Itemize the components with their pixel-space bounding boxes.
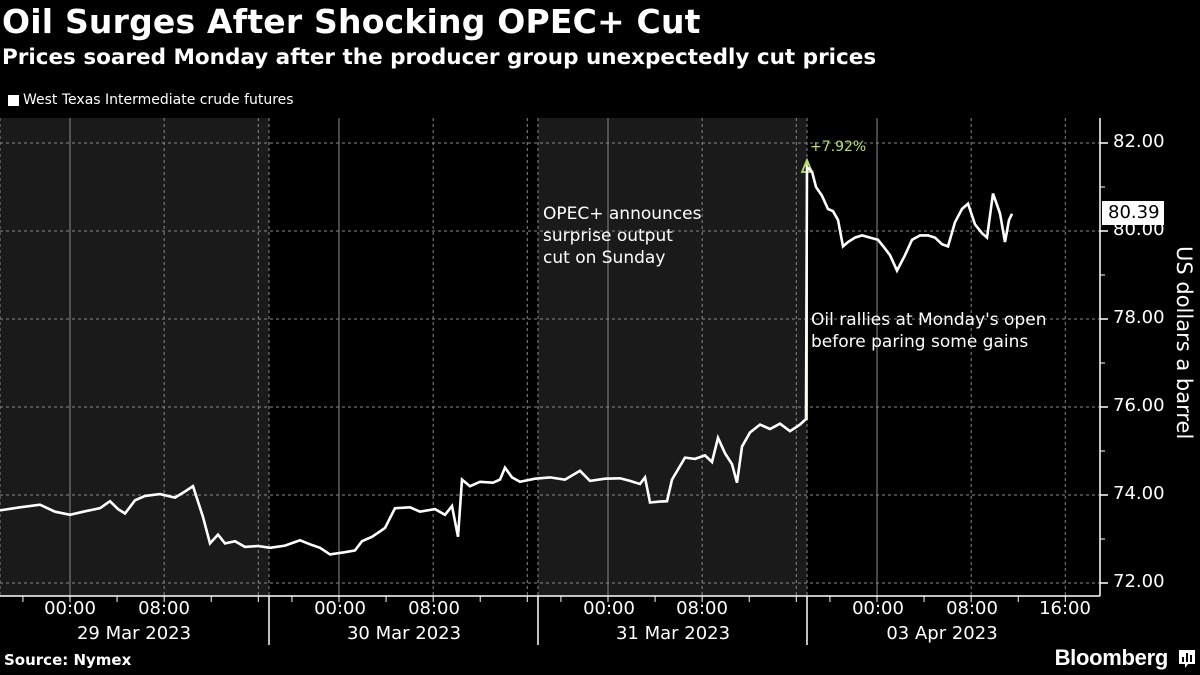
last-value-label: 80.39 [1102,201,1164,225]
y-tick-label: 74.00 [1113,483,1165,504]
legend: West Texas Intermediate crude futures [8,92,294,108]
x-date-label: 03 Apr 2023 [886,623,998,644]
axis-ticks [22,142,1108,645]
source-note: Source: Nymex [4,651,132,669]
day-shading [0,118,807,596]
annotation-line: OPEC+ announces [543,204,702,224]
x-tick-label: 08:00 [676,598,728,619]
x-date-label: 29 Mar 2023 [76,623,192,644]
annotation-line: Oil rallies at Monday's open [811,310,1047,330]
x-tick-label: 00:00 [44,598,96,619]
y-tick-label: 78.00 [1113,307,1165,328]
price-line [0,164,1014,556]
legend-swatch-icon [8,94,19,106]
opec-annotation: OPEC+ announces surprise output cut on S… [543,203,701,269]
x-tick-label: 08:00 [138,598,190,619]
y-axis-label: US dollars a barrel [1172,246,1196,440]
annotation-line: before paring some gains [811,332,1029,352]
rally-annotation: Oil rallies at Monday's open before pari… [811,309,1047,353]
y-tick-label: 76.00 [1113,395,1165,416]
bloomberg-chart-icon [1179,650,1195,668]
legend-label: West Texas Intermediate crude futures [23,92,294,108]
x-date-label: 30 Mar 2023 [346,623,462,644]
chart-title: Oil Surges After Shocking OPEC+ Cut [2,2,701,41]
annotation-line: cut on Sunday [543,248,666,268]
annotation-line: surprise output [543,226,673,246]
y-tick-label: 80.00 [1113,219,1165,240]
pct-change-label: +7.92% [810,139,867,155]
x-tick-label: 16:00 [1039,598,1091,619]
y-tick-label: 72.00 [1113,571,1165,592]
x-tick-label: 08:00 [946,598,998,619]
grid-lines [0,118,1100,596]
x-tick-label: 00:00 [852,598,904,619]
y-tick-label: 82.00 [1113,131,1165,152]
x-tick-label: 08:00 [408,598,460,619]
x-tick-label: 00:00 [583,598,635,619]
chart-subtitle: Prices soared Monday after the producer … [2,45,877,70]
bloomberg-logo: Bloomberg [1054,645,1169,670]
x-tick-label: 00:00 [314,598,366,619]
x-date-label: 31 Mar 2023 [615,623,731,644]
